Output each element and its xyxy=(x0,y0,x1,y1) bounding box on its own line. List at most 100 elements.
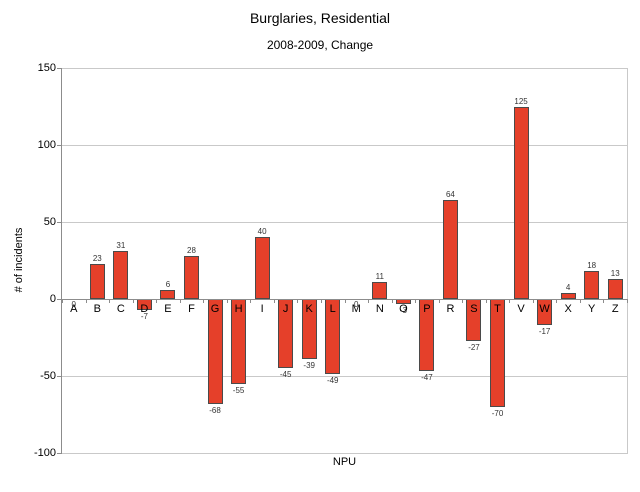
y-tick--100 xyxy=(57,453,62,454)
category-label-A: A xyxy=(70,303,78,315)
category-label-V: V xyxy=(517,303,525,315)
category-label-G: G xyxy=(210,303,220,315)
x-tick xyxy=(297,299,299,303)
bar-value-J: -45 xyxy=(279,370,292,380)
bar-value-Z: 13 xyxy=(610,268,620,278)
category-label-F: F xyxy=(188,303,195,315)
bar-T xyxy=(490,299,506,407)
category-label-T: T xyxy=(494,303,501,315)
bar-value-N: 11 xyxy=(375,272,384,282)
bar-value-R: 64 xyxy=(445,190,455,200)
bar-value-T: -70 xyxy=(491,408,504,418)
x-tick xyxy=(579,299,581,303)
y-axis-title: # of incidents xyxy=(13,227,25,293)
category-label-C: C xyxy=(116,303,125,315)
bar-value-G: -68 xyxy=(209,405,221,415)
chart-subtitle: 2008-2009, Change xyxy=(266,38,374,52)
bar-value-Y: 18 xyxy=(587,261,597,271)
x-tick xyxy=(320,299,322,303)
category-label-S: S xyxy=(470,303,478,315)
y-tick-150 xyxy=(57,68,62,69)
bar-I xyxy=(254,237,270,299)
bar-V xyxy=(513,106,529,299)
y-axis-tick-label: 100 xyxy=(37,139,56,151)
x-tick xyxy=(109,299,111,303)
category-label-K: K xyxy=(305,303,313,315)
chart-title: Burglaries, Residential xyxy=(249,10,391,26)
bar-value-A: 0 xyxy=(71,300,76,309)
category-label-J: J xyxy=(282,303,289,315)
bar-E xyxy=(160,289,176,299)
y-axis-tick-label: 50 xyxy=(43,216,56,228)
category-label-H: H xyxy=(234,303,243,315)
x-tick xyxy=(438,299,440,303)
gridline--100 xyxy=(62,453,627,454)
category-label-D: D xyxy=(140,303,149,315)
x-tick xyxy=(368,299,370,303)
x-tick xyxy=(226,299,228,303)
bar-F xyxy=(183,255,199,299)
y-tick-0 xyxy=(57,299,62,300)
y-tick-50 xyxy=(57,222,62,223)
x-tick xyxy=(250,299,252,303)
bar-C xyxy=(113,251,129,299)
x-tick xyxy=(62,299,63,303)
x-tick xyxy=(85,299,87,303)
x-axis-title: NPU xyxy=(332,456,357,468)
category-label-E: E xyxy=(164,303,172,315)
bar-value-W: -17 xyxy=(538,327,551,337)
gridline-150 xyxy=(62,68,627,69)
bar-value-D: -7 xyxy=(140,311,148,321)
x-tick xyxy=(391,299,393,303)
gridline-50 xyxy=(62,222,627,223)
y-axis-tick-label: -50 xyxy=(40,370,56,382)
category-label-O: O xyxy=(399,303,408,315)
bar-value-H: -55 xyxy=(232,385,245,395)
y-tick--50 xyxy=(57,376,62,377)
bar-value-L: -49 xyxy=(326,376,339,386)
x-tick xyxy=(532,299,534,303)
x-tick xyxy=(156,299,158,303)
bar-value-O: -3 xyxy=(399,305,407,315)
x-tick xyxy=(344,299,346,303)
y-axis-tick-label: 150 xyxy=(37,62,56,74)
bar-value-E: 6 xyxy=(165,279,171,289)
category-label-P: P xyxy=(423,303,431,315)
bar-R xyxy=(442,200,458,299)
x-tick xyxy=(132,299,134,303)
bar-value-C: 31 xyxy=(116,241,126,251)
x-tick xyxy=(556,299,558,303)
x-tick xyxy=(462,299,464,303)
bar-Y xyxy=(584,271,600,299)
category-label-X: X xyxy=(564,303,572,315)
x-tick xyxy=(273,299,275,303)
category-label-W: W xyxy=(539,303,550,315)
category-label-Z: Z xyxy=(611,303,619,315)
x-tick xyxy=(203,299,205,303)
category-label-N: N xyxy=(375,303,384,315)
category-label-R: R xyxy=(446,303,455,315)
bar-value-K: -39 xyxy=(303,361,315,371)
bar-value-S: -27 xyxy=(468,342,480,352)
bar-value-P: -47 xyxy=(421,373,433,383)
x-tick xyxy=(485,299,487,303)
bar-value-V: 125 xyxy=(514,96,528,106)
y-tick-100 xyxy=(57,145,62,146)
bar-X xyxy=(560,292,576,299)
bar-value-F: 28 xyxy=(187,245,196,255)
bar-value-M: 0 xyxy=(354,300,359,309)
category-label-B: B xyxy=(93,303,101,315)
y-axis-tick-label: 0 xyxy=(49,293,56,305)
gridline-100 xyxy=(62,145,627,146)
gridline--50 xyxy=(62,376,627,377)
x-tick xyxy=(627,299,628,303)
bar-B xyxy=(89,263,105,299)
bar-value-X: 4 xyxy=(565,282,571,292)
plot-right-border xyxy=(627,68,628,454)
bar-value-B: 23 xyxy=(92,253,102,263)
bar-value-I: 40 xyxy=(257,227,267,237)
plot-area: 150 100 50 0 -50 -100 0 A 23 B 31 C -7 D 6 E 28 F -68 G -55 H… xyxy=(34,62,628,459)
category-label-I: I xyxy=(260,303,264,315)
y-axis-line xyxy=(61,68,62,454)
